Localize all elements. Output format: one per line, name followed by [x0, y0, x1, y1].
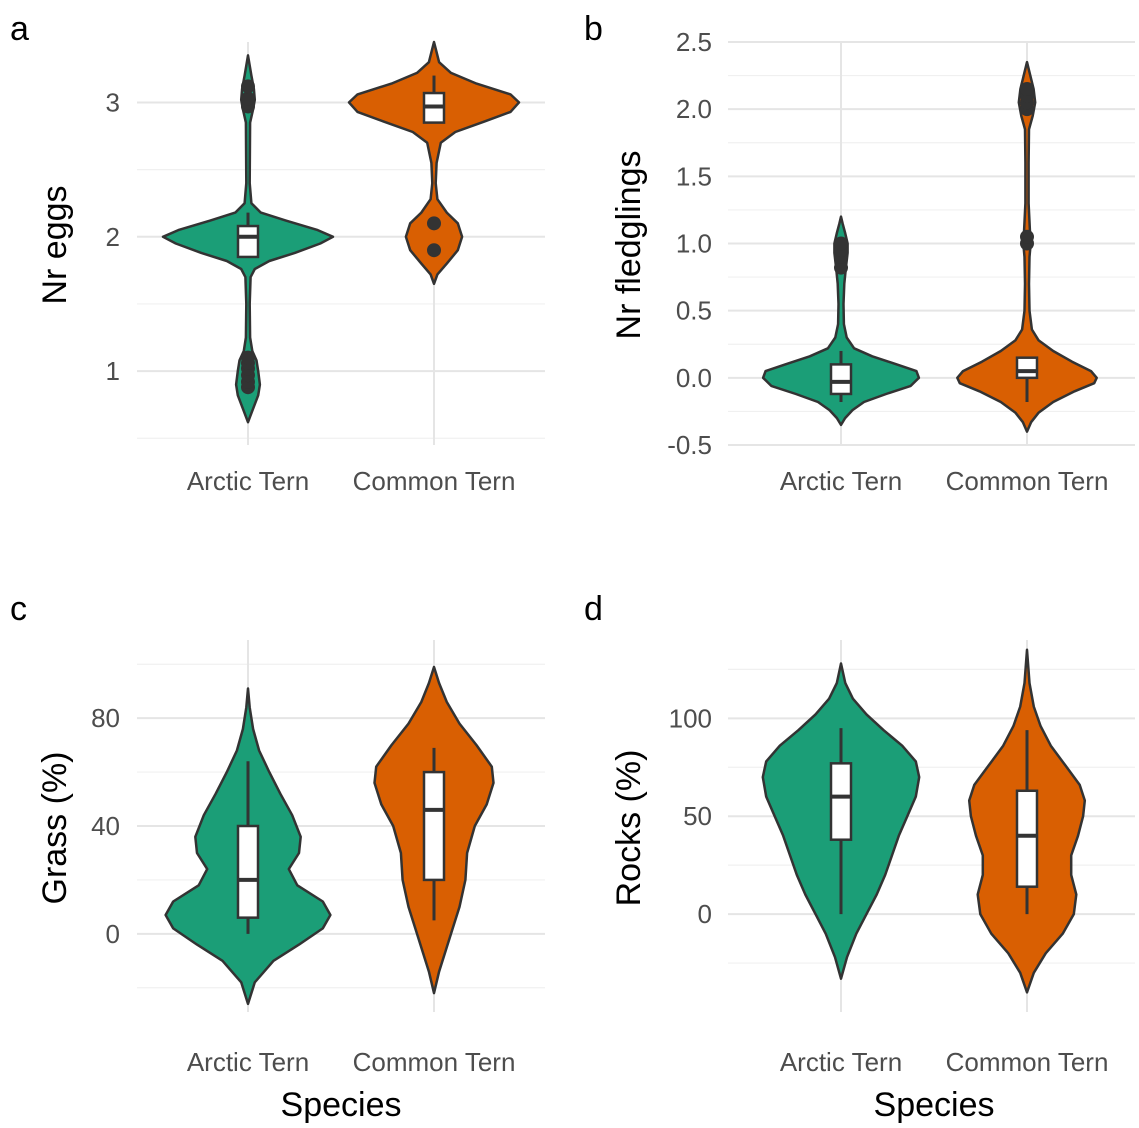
panel-c-y-tick-label: 0 — [106, 919, 120, 949]
boxplot-box — [829, 363, 853, 396]
panel-label-b: b — [584, 10, 603, 48]
panel-b-y-axis-title: Nr fledglings — [610, 151, 648, 340]
outlier-point — [241, 79, 255, 94]
panel-d-y-ticks: 0 50 100 — [669, 703, 712, 929]
panel-c-y-tick-label: 40 — [91, 811, 120, 841]
outlier-point — [834, 260, 848, 275]
panel-label-c: c — [10, 590, 27, 628]
boxplot-box — [1015, 356, 1039, 380]
panel-a-y-axis-title: Nr eggs — [36, 185, 74, 304]
outlier-point — [834, 236, 848, 251]
panel-c-y-tick-label: 80 — [91, 703, 120, 733]
panel-label-d: d — [584, 590, 603, 628]
panel-b-violins — [761, 60, 1098, 433]
panel-d-x-ticks: Arctic Tern Common Tern — [780, 1047, 1109, 1077]
panel-d-y-tick-label: 100 — [669, 703, 712, 733]
outlier-point — [241, 350, 255, 365]
panel-c-y-ticks: 0 40 80 — [91, 703, 120, 949]
outlier-point — [427, 243, 441, 258]
panel-d-y-tick-label: 50 — [683, 801, 712, 831]
outlier-point — [1020, 229, 1034, 244]
panel-c-x-axis-title: Species — [281, 1086, 402, 1124]
panel-d-violins — [761, 648, 1087, 994]
panel-d-y-tick-label: 0 — [698, 899, 712, 929]
panel-d: d 0 50 100 Arctic Tern Common Tern Rocks (%… — [584, 590, 1135, 1124]
panel-a-x-ticks: Arctic Tern Common Tern — [187, 466, 516, 496]
panel-a-y-ticks: 1 2 3 — [106, 87, 120, 386]
panel-d-x-axis-title: Species — [874, 1086, 995, 1124]
panel-c-x-tick-label: Arctic Tern — [187, 1047, 309, 1077]
panel-b-y-tick-label: 0.0 — [676, 363, 712, 393]
panel-b-x-tick-label: Arctic Tern — [780, 466, 902, 496]
panel-b-x-tick-label: Common Tern — [946, 466, 1109, 496]
boxplot-box — [1015, 789, 1039, 888]
boxplot-box — [236, 224, 260, 259]
panel-b: b -0.5 0.0 0.5 1.0 1.5 2.0 2.5 Arctic Tern Comm… — [584, 10, 1135, 496]
outlier-point — [427, 216, 441, 231]
violin-arctic-tern — [761, 215, 921, 427]
panel-a-x-tick-label: Arctic Tern — [187, 466, 309, 496]
panel-c-y-axis-title: Grass (%) — [36, 752, 74, 905]
outlier-point — [241, 91, 255, 106]
panel-c: c 0 40 80 Arctic Tern Common Tern Grass (%)… — [10, 590, 545, 1124]
panel-c-grid — [137, 640, 545, 1012]
panel-d-x-tick-label: Arctic Tern — [780, 1047, 902, 1077]
boxplot-box — [829, 762, 853, 841]
panel-label-a: a — [10, 10, 29, 48]
panel-c-x-tick-label: Common Tern — [353, 1047, 516, 1077]
panel-d-y-axis-title: Rocks (%) — [610, 750, 648, 907]
panel-b-y-tick-label: 0.5 — [676, 296, 712, 326]
panel-b-x-ticks: Arctic Tern Common Tern — [780, 466, 1109, 496]
panel-a-violins — [161, 40, 521, 424]
boxplot-box — [236, 824, 260, 919]
panel-a-y-tick-label: 3 — [106, 87, 120, 117]
panel-d-x-tick-label: Common Tern — [946, 1047, 1109, 1077]
panel-b-y-tick-label: 1.5 — [676, 161, 712, 191]
panel-c-x-ticks: Arctic Tern Common Tern — [187, 1047, 516, 1077]
panel-b-y-tick-label: 2.0 — [676, 94, 712, 124]
panel-b-y-ticks: -0.5 0.0 0.5 1.0 1.5 2.0 2.5 — [667, 27, 712, 460]
violin-common-tern — [347, 40, 521, 286]
boxplot-box — [422, 770, 446, 882]
panel-a-y-tick-label: 2 — [106, 222, 120, 252]
panel-b-y-tick-label: 1.0 — [676, 229, 712, 259]
panel-b-y-tick-label: -0.5 — [667, 430, 712, 460]
panel-b-y-tick-label: 2.5 — [676, 27, 712, 57]
panel-c-violins — [164, 665, 495, 1006]
panel-a: a 1 2 3 Arctic Tern Common Tern Nr eggs — [10, 10, 545, 496]
panel-a-x-tick-label: Common Tern — [353, 466, 516, 496]
outlier-point — [1020, 82, 1034, 97]
panel-a-y-tick-label: 1 — [106, 356, 120, 386]
